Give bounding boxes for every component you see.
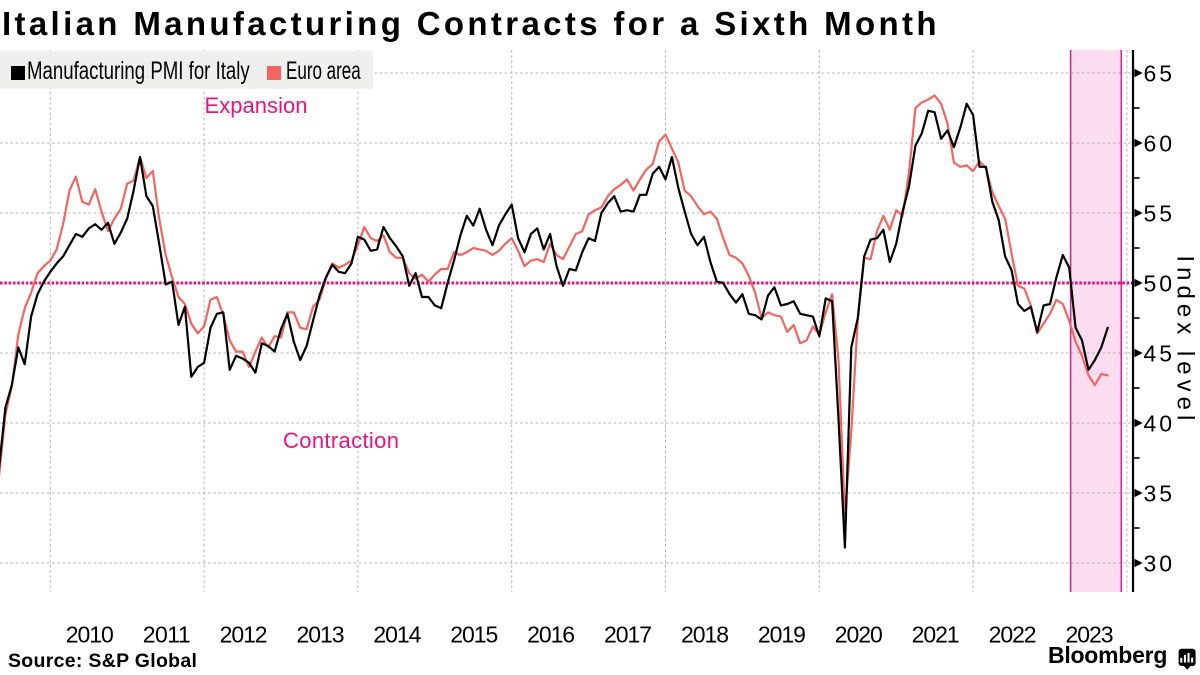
svg-text:2017: 2017 xyxy=(604,621,652,647)
svg-text:2020: 2020 xyxy=(835,621,883,647)
svg-text:2016: 2016 xyxy=(527,621,575,647)
svg-text:Contraction: Contraction xyxy=(283,428,399,453)
svg-text:2010: 2010 xyxy=(66,621,114,647)
svg-text:55: 55 xyxy=(1144,200,1173,226)
svg-text:2015: 2015 xyxy=(450,621,498,647)
svg-text:60: 60 xyxy=(1144,130,1173,156)
svg-text:2013: 2013 xyxy=(297,621,345,647)
svg-text:35: 35 xyxy=(1144,480,1173,506)
svg-text:2018: 2018 xyxy=(681,621,729,647)
svg-text:50: 50 xyxy=(1144,270,1173,296)
svg-text:2014: 2014 xyxy=(373,621,421,647)
svg-text:2023: 2023 xyxy=(1066,621,1114,647)
svg-text:45: 45 xyxy=(1144,340,1173,366)
svg-text:65: 65 xyxy=(1144,60,1173,86)
svg-text:40: 40 xyxy=(1144,410,1173,436)
svg-text:30: 30 xyxy=(1144,550,1173,576)
svg-text:Index level: Index level xyxy=(1172,255,1199,420)
svg-text:Expansion: Expansion xyxy=(205,93,308,118)
svg-text:2011: 2011 xyxy=(143,621,191,647)
svg-text:2021: 2021 xyxy=(912,621,960,647)
svg-text:2019: 2019 xyxy=(758,621,806,647)
svg-text:2012: 2012 xyxy=(220,621,268,647)
svg-text:2022: 2022 xyxy=(989,621,1037,647)
